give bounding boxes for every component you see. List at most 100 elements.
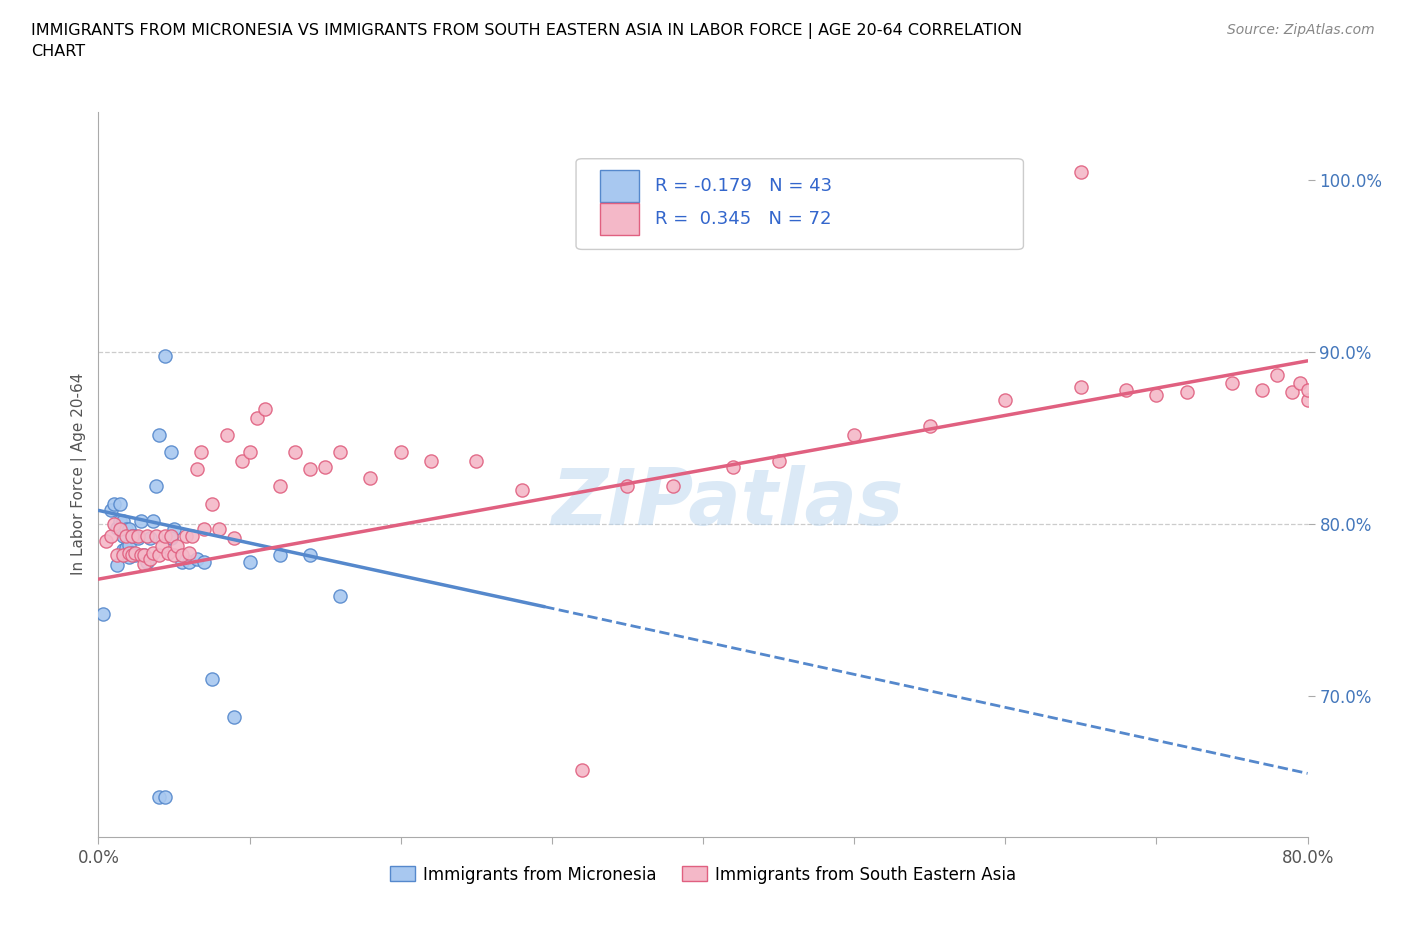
Point — [661, 479, 683, 494]
Point — [118, 546, 141, 561]
Point — [1281, 384, 1303, 399]
Point — [253, 402, 276, 417]
Point — [103, 496, 125, 511]
Point — [139, 530, 162, 545]
Point — [246, 410, 269, 425]
Point — [239, 554, 262, 569]
Point — [111, 529, 134, 544]
Point — [142, 513, 165, 528]
Point — [1251, 382, 1274, 397]
Point — [174, 529, 197, 544]
Point — [132, 548, 155, 563]
Point — [129, 548, 152, 563]
Point — [186, 551, 208, 566]
Point — [153, 348, 176, 363]
Point — [616, 479, 638, 494]
Point — [118, 538, 141, 552]
Point — [160, 530, 183, 545]
Point — [163, 522, 186, 537]
Point — [269, 479, 291, 494]
Point — [145, 529, 167, 544]
Point — [360, 471, 382, 485]
Point — [114, 540, 136, 555]
Point — [284, 445, 307, 459]
Point — [91, 606, 114, 621]
Point — [1296, 382, 1319, 397]
Point — [163, 548, 186, 563]
Point — [100, 529, 122, 544]
Text: ZIPatlas: ZIPatlas — [551, 465, 903, 541]
Point — [994, 393, 1017, 408]
Point — [170, 548, 193, 563]
Point — [1220, 376, 1243, 391]
Point — [299, 548, 322, 563]
Point — [148, 427, 170, 442]
Point — [170, 554, 193, 569]
Point — [844, 427, 866, 442]
Point — [193, 522, 215, 537]
Point — [186, 461, 208, 476]
Point — [103, 517, 125, 532]
Point — [224, 710, 246, 724]
Point — [121, 529, 143, 544]
Point — [108, 522, 131, 537]
FancyBboxPatch shape — [576, 159, 1024, 249]
Point — [121, 529, 143, 544]
Point — [114, 529, 136, 544]
Text: R =  0.345   N = 72: R = 0.345 N = 72 — [655, 210, 831, 228]
Point — [153, 529, 176, 544]
Point — [150, 539, 173, 554]
Point — [571, 763, 593, 777]
Point — [1267, 367, 1289, 382]
Point — [166, 539, 188, 554]
Point — [121, 546, 143, 561]
Point — [179, 554, 201, 569]
Legend: Immigrants from Micronesia, Immigrants from South Eastern Asia: Immigrants from Micronesia, Immigrants f… — [384, 859, 1022, 890]
Point — [132, 548, 155, 563]
Point — [389, 445, 412, 459]
Point — [111, 513, 134, 528]
Point — [114, 522, 136, 537]
Point — [108, 513, 131, 528]
Point — [94, 534, 117, 549]
Point — [160, 445, 183, 459]
Point — [129, 513, 152, 528]
Point — [121, 548, 143, 563]
Point — [1175, 384, 1198, 399]
Point — [181, 529, 204, 544]
Point — [1115, 382, 1137, 397]
Text: Source: ZipAtlas.com: Source: ZipAtlas.com — [1227, 23, 1375, 37]
Point — [329, 589, 352, 604]
Y-axis label: In Labor Force | Age 20-64: In Labor Force | Age 20-64 — [72, 373, 87, 576]
Point — [153, 790, 176, 804]
Point — [465, 453, 488, 468]
Point — [208, 522, 231, 537]
Point — [111, 548, 134, 563]
Point — [723, 460, 745, 475]
Point — [510, 483, 533, 498]
Point — [118, 522, 141, 537]
Text: IMMIGRANTS FROM MICRONESIA VS IMMIGRANTS FROM SOUTH EASTERN ASIA IN LABOR FORCE : IMMIGRANTS FROM MICRONESIA VS IMMIGRANTS… — [31, 23, 1022, 59]
Point — [135, 554, 157, 569]
Bar — [600, 203, 638, 235]
Point — [1070, 379, 1092, 394]
Point — [420, 453, 443, 468]
Bar — [600, 170, 638, 203]
Point — [224, 530, 246, 545]
Point — [145, 479, 167, 494]
Point — [124, 546, 146, 561]
Point — [127, 529, 149, 544]
Point — [148, 790, 170, 804]
Point — [190, 445, 212, 459]
Point — [1144, 388, 1167, 403]
Point — [299, 461, 322, 476]
Point — [201, 671, 224, 686]
Point — [105, 520, 128, 535]
Point — [156, 546, 179, 561]
Point — [139, 551, 162, 566]
Point — [918, 418, 941, 433]
Point — [193, 554, 215, 569]
Point — [100, 503, 122, 518]
Point — [269, 548, 291, 563]
Point — [239, 445, 262, 459]
